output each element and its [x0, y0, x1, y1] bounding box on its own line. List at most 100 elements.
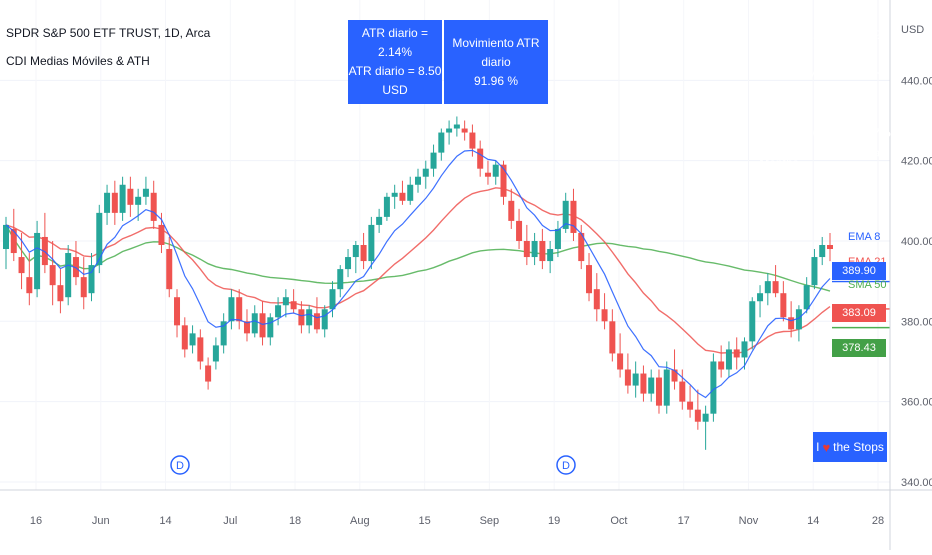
- candle-body: [174, 297, 181, 326]
- perf-cell-1-month: 8.52% 1 Month: [802, 20, 844, 90]
- candle-body: [329, 289, 336, 310]
- atr-usd: ATR diario = 8.50 USD: [348, 64, 442, 97]
- candle-body: [725, 349, 732, 370]
- stops-text: the Stops: [833, 440, 884, 454]
- candle-body: [694, 409, 701, 422]
- perf-period: 1 Year: [849, 146, 885, 160]
- stops-prefix: I: [816, 440, 820, 454]
- candle-body: [228, 297, 235, 322]
- dividend-marker-label: D: [176, 460, 184, 472]
- candle-body: [671, 369, 678, 382]
- y-unit-label: USD: [901, 24, 924, 36]
- candle-body: [181, 325, 188, 350]
- candle-body: [640, 373, 647, 394]
- ema21-price-badge: 383.09: [832, 304, 886, 322]
- candle-body: [679, 381, 686, 402]
- candle-body: [718, 361, 725, 370]
- x-tick-label: 15: [418, 515, 430, 527]
- y-tick-label: 380.00: [901, 316, 932, 328]
- candle-body: [96, 212, 103, 266]
- candle-body: [764, 281, 771, 294]
- price-axis[interactable]: 340.00 360.00 380.00 400.00 420.00 440.00 USD: [889, 0, 932, 550]
- candle-body: [166, 249, 173, 290]
- candle-body: [795, 309, 802, 330]
- candle-body: [733, 349, 740, 358]
- x-tick-label: Aug: [350, 515, 370, 527]
- candle-body: [780, 293, 787, 318]
- candle-body: [57, 285, 64, 302]
- x-tick-label: 14: [807, 515, 819, 527]
- dividend-marker-icon: [170, 455, 190, 475]
- candle-body: [34, 232, 41, 290]
- x-tick-label: Nov: [739, 515, 759, 527]
- x-tick-label: 16: [30, 515, 42, 527]
- candle-body: [430, 152, 437, 169]
- dividend-marker-label: D: [562, 460, 570, 472]
- candle-body: [111, 192, 118, 213]
- candle-body: [469, 132, 476, 149]
- candle-body: [65, 253, 72, 298]
- candle-body: [251, 313, 258, 334]
- candle-body: [516, 220, 523, 241]
- candle-body: [663, 369, 670, 406]
- stops-banner: I ♥ the Stops: [813, 432, 887, 462]
- candle-body: [345, 257, 352, 270]
- y-tick-label: 420.00: [901, 156, 932, 168]
- y-tick-label: 440.00: [901, 75, 932, 87]
- perf-value: 4.21%: [761, 38, 797, 52]
- candle-body: [321, 309, 328, 330]
- candle-body: [438, 132, 445, 153]
- candle-body: [189, 333, 196, 346]
- candle-body: [461, 128, 468, 133]
- atr-move-value: 91.96 %: [473, 73, 519, 88]
- candle-body: [88, 265, 95, 294]
- candle-body: [220, 321, 227, 346]
- candle-body: [500, 164, 507, 197]
- x-tick-label: Oct: [610, 515, 627, 527]
- candle-body: [298, 309, 305, 326]
- candle-body: [80, 277, 87, 298]
- x-tick-label: 28: [872, 515, 884, 527]
- indicator-name[interactable]: CDI Medias Móviles & ATH: [6, 54, 150, 68]
- perf-cell-3-months: -6.70% 3 Months: [846, 20, 888, 90]
- heart-icon: ♥: [822, 439, 831, 455]
- legend-sma50: SMA 50: [848, 279, 887, 291]
- candle-body: [212, 345, 219, 362]
- x-tick-label: 14: [159, 515, 171, 527]
- candle-body: [446, 128, 453, 133]
- ema8-price-badge: 389.90: [832, 262, 886, 280]
- time-axis[interactable]: 16 Jun 14 Jul 18 Aug 15 Sep 19 Oct 17 Nov 14 28: [0, 489, 932, 527]
- candle-body: [547, 249, 554, 262]
- candle-body: [205, 365, 212, 382]
- candle-body: [749, 301, 756, 342]
- ema8-line: [5, 149, 831, 399]
- y-tick-label: 400.00: [901, 236, 932, 248]
- candle-body: [399, 192, 406, 201]
- perf-cell-ytd: -16.19% Ytd: [802, 108, 847, 178]
- candle-body: [18, 257, 25, 274]
- candle-body: [702, 413, 709, 422]
- perf-value: -15.17%: [846, 126, 891, 140]
- candle-body: [788, 317, 795, 330]
- candle-body: [383, 196, 390, 217]
- candle-body: [368, 224, 375, 262]
- atr-daily-box: ATR diario = 2.14% ATR diario = 8.50 USD: [348, 20, 442, 104]
- candle-body: [26, 277, 33, 294]
- candle-body: [142, 188, 149, 197]
- perf-value: -6.70%: [847, 28, 887, 42]
- candle-body: [710, 361, 717, 414]
- candle-body: [407, 184, 414, 201]
- candle-body: [624, 369, 631, 386]
- candle-body: [3, 224, 9, 250]
- candle-body: [352, 245, 359, 258]
- y-tick-label: 360.00: [901, 397, 932, 409]
- perf-value: -2.51%: [759, 116, 799, 130]
- x-tick-label: 17: [678, 515, 690, 527]
- candle-body: [687, 401, 694, 410]
- candle-body: [236, 297, 243, 322]
- candle-body: [104, 192, 111, 213]
- legend-ema8: EMA 8: [848, 231, 881, 243]
- candle-body: [453, 124, 460, 129]
